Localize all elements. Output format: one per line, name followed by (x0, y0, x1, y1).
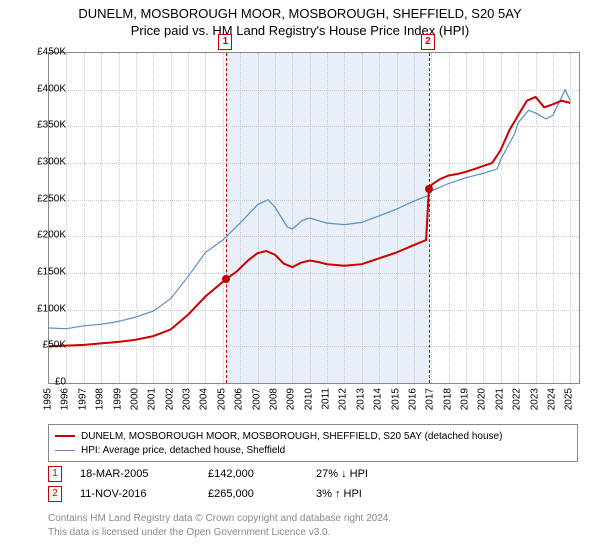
x-axis-label: 2011 (321, 388, 332, 410)
transaction-row-badge: 1 (48, 466, 62, 482)
legend-swatch (55, 450, 75, 451)
transaction-marker-dot (222, 275, 230, 283)
x-axis-label: 2000 (129, 388, 140, 410)
footer-attribution: Contains HM Land Registry data © Crown c… (48, 512, 391, 539)
x-axis-label: 2007 (251, 388, 262, 410)
transaction-row: 2 11-NOV-2016 £265,000 3% ↑ HPI (48, 484, 416, 504)
x-axis-label: 2012 (338, 388, 349, 410)
y-axis-label: £200K (26, 230, 66, 241)
x-axis-label: 2004 (199, 388, 210, 410)
chart-title-block: DUNELM, MOSBOROUGH MOOR, MOSBOROUGH, SHE… (0, 0, 600, 38)
transaction-date: 11-NOV-2016 (80, 488, 190, 500)
x-axis-label: 2013 (355, 388, 366, 410)
x-axis-label: 2024 (546, 388, 557, 410)
legend-item: DUNELM, MOSBOROUGH MOOR, MOSBOROUGH, SHE… (55, 429, 571, 443)
transactions-table: 1 18-MAR-2005 £142,000 27% ↓ HPI 2 11-NOV-201… (48, 464, 416, 504)
x-axis-label: 2015 (390, 388, 401, 410)
x-axis-label: 2009 (286, 388, 297, 410)
x-axis-label: 2005 (216, 388, 227, 410)
transaction-marker-badge: 2 (421, 34, 435, 50)
transaction-price: £265,000 (208, 488, 298, 500)
x-axis-label: 2001 (147, 388, 158, 410)
x-axis-label: 2014 (373, 388, 384, 410)
y-axis-label: £450K (26, 47, 66, 58)
footer-line-2: This data is licensed under the Open Gov… (48, 526, 391, 540)
x-axis-label: 2017 (425, 388, 436, 410)
footer-line-1: Contains HM Land Registry data © Crown c… (48, 512, 391, 526)
x-axis-label: 2018 (442, 388, 453, 410)
transaction-date: 18-MAR-2005 (80, 468, 190, 480)
legend-label: HPI: Average price, detached house, Shef… (81, 445, 285, 456)
x-axis-label: 2020 (477, 388, 488, 410)
series-line (49, 90, 570, 329)
y-axis-label: £150K (26, 267, 66, 278)
transaction-hpi-diff: 27% ↓ HPI (316, 468, 416, 480)
transaction-hpi-diff: 3% ↑ HPI (316, 488, 416, 500)
x-axis-label: 2006 (234, 388, 245, 410)
x-axis-label: 2022 (512, 388, 523, 410)
x-axis-label: 2025 (564, 388, 575, 410)
transaction-row-badge: 2 (48, 486, 62, 502)
x-axis-label: 2019 (460, 388, 471, 410)
x-axis-label: 2021 (494, 388, 505, 410)
series-line (49, 97, 570, 346)
x-axis-label: 1996 (60, 388, 71, 410)
y-axis-label: £250K (26, 193, 66, 204)
y-axis-label: £100K (26, 303, 66, 314)
legend-swatch (55, 435, 75, 437)
x-axis-label: 2008 (268, 388, 279, 410)
y-axis-label: £50K (26, 340, 66, 351)
legend-item: HPI: Average price, detached house, Shef… (55, 443, 571, 457)
transaction-marker-badge: 1 (218, 34, 232, 50)
y-axis-label: £300K (26, 157, 66, 168)
x-axis-label: 1999 (112, 388, 123, 410)
x-axis-label: 1995 (43, 388, 54, 410)
transaction-marker-dot (425, 185, 433, 193)
x-axis-label: 2003 (182, 388, 193, 410)
chart-plot-area (48, 52, 580, 384)
x-axis-label: 2023 (529, 388, 540, 410)
x-axis-label: 2010 (303, 388, 314, 410)
title-line-2: Price paid vs. HM Land Registry's House … (0, 23, 600, 38)
transaction-price: £142,000 (208, 468, 298, 480)
line-series-svg (49, 53, 579, 383)
legend-label: DUNELM, MOSBOROUGH MOOR, MOSBOROUGH, SHE… (81, 431, 502, 442)
x-axis-label: 1998 (95, 388, 106, 410)
x-axis-label: 2016 (407, 388, 418, 410)
y-axis-label: £0 (26, 377, 66, 388)
x-axis-label: 1997 (77, 388, 88, 410)
title-line-1: DUNELM, MOSBOROUGH MOOR, MOSBOROUGH, SHE… (0, 6, 600, 21)
x-axis-label: 2002 (164, 388, 175, 410)
y-axis-label: £400K (26, 83, 66, 94)
transaction-row: 1 18-MAR-2005 £142,000 27% ↓ HPI (48, 464, 416, 484)
y-axis-label: £350K (26, 120, 66, 131)
legend-box: DUNELM, MOSBOROUGH MOOR, MOSBOROUGH, SHE… (48, 424, 578, 462)
